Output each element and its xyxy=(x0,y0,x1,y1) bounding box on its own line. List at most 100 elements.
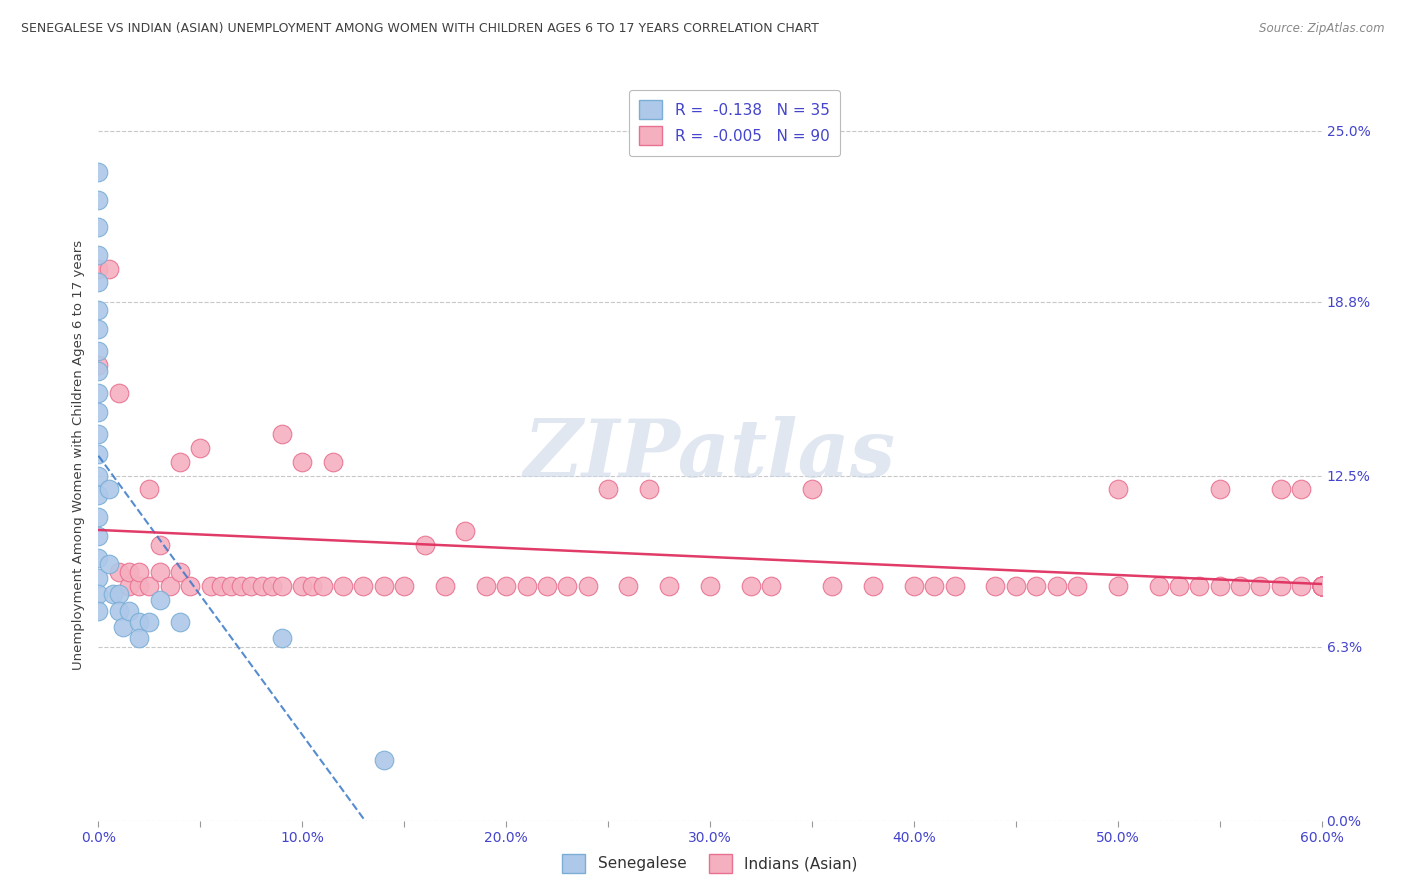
Point xyxy=(373,579,395,593)
Point xyxy=(108,587,131,601)
Point xyxy=(1025,579,1047,593)
Point xyxy=(1291,483,1313,497)
Point xyxy=(1310,579,1333,593)
Point xyxy=(1310,579,1333,593)
Point xyxy=(149,592,172,607)
Point xyxy=(169,566,191,580)
Point xyxy=(322,455,344,469)
Point xyxy=(87,488,110,502)
Point xyxy=(1209,483,1232,497)
Point xyxy=(576,579,599,593)
Point xyxy=(270,632,294,646)
Point xyxy=(128,632,150,646)
Point xyxy=(557,579,579,593)
Point xyxy=(1229,579,1251,593)
Point xyxy=(128,566,150,580)
Point xyxy=(1107,579,1129,593)
Point xyxy=(138,579,160,593)
Point xyxy=(87,358,110,372)
Point xyxy=(312,579,335,593)
Point xyxy=(598,483,620,497)
Point xyxy=(87,551,110,566)
Point xyxy=(87,261,110,276)
Point xyxy=(149,538,172,552)
Point xyxy=(1310,579,1333,593)
Point xyxy=(169,615,191,629)
Point xyxy=(87,193,110,207)
Point xyxy=(87,587,110,601)
Point xyxy=(169,455,191,469)
Point xyxy=(159,579,181,593)
Y-axis label: Unemployment Among Women with Children Ages 6 to 17 years: Unemployment Among Women with Children A… xyxy=(72,240,86,670)
Point xyxy=(658,579,681,593)
Point xyxy=(260,579,283,593)
Point xyxy=(801,483,824,497)
Point xyxy=(638,483,661,497)
Point xyxy=(97,483,120,497)
Point xyxy=(108,385,131,400)
Point xyxy=(373,753,395,767)
Text: Source: ZipAtlas.com: Source: ZipAtlas.com xyxy=(1260,22,1385,36)
Point xyxy=(516,579,538,593)
Point xyxy=(179,579,201,593)
Point xyxy=(108,604,131,618)
Point xyxy=(1107,483,1129,497)
Point xyxy=(1310,579,1333,593)
Point xyxy=(1310,579,1333,593)
Point xyxy=(1310,579,1333,593)
Point xyxy=(332,579,354,593)
Point xyxy=(1066,579,1088,593)
Point xyxy=(536,579,558,593)
Point xyxy=(740,579,762,593)
Point xyxy=(87,571,110,585)
Point xyxy=(240,579,263,593)
Point xyxy=(761,579,783,593)
Point xyxy=(699,579,721,593)
Point xyxy=(97,261,120,276)
Point xyxy=(903,579,925,593)
Point xyxy=(270,579,294,593)
Point xyxy=(1310,579,1333,593)
Point xyxy=(149,566,172,580)
Point xyxy=(101,587,124,601)
Point xyxy=(291,579,314,593)
Legend: Senegalese, Indians (Asian): Senegalese, Indians (Asian) xyxy=(557,848,863,879)
Point xyxy=(434,579,457,593)
Point xyxy=(301,579,323,593)
Point xyxy=(138,483,160,497)
Point xyxy=(118,604,141,618)
Point xyxy=(87,303,110,318)
Point xyxy=(1167,579,1189,593)
Point xyxy=(97,557,120,571)
Point xyxy=(87,427,110,442)
Point xyxy=(1310,579,1333,593)
Point xyxy=(87,165,110,179)
Point xyxy=(617,579,640,593)
Point xyxy=(1310,579,1333,593)
Point xyxy=(111,620,134,634)
Point xyxy=(87,468,110,483)
Point xyxy=(87,364,110,378)
Point xyxy=(250,579,273,593)
Point xyxy=(219,579,242,593)
Point xyxy=(291,455,314,469)
Point xyxy=(1045,579,1069,593)
Point xyxy=(1147,579,1170,593)
Point xyxy=(922,579,945,593)
Point xyxy=(495,579,517,593)
Point xyxy=(87,446,110,460)
Point xyxy=(87,344,110,359)
Point xyxy=(87,248,110,262)
Point xyxy=(128,615,150,629)
Point xyxy=(87,510,110,524)
Point xyxy=(270,427,294,442)
Point xyxy=(1310,579,1333,593)
Point xyxy=(87,322,110,336)
Point xyxy=(1270,579,1292,593)
Point xyxy=(862,579,884,593)
Point xyxy=(1310,579,1333,593)
Text: ZIPatlas: ZIPatlas xyxy=(524,417,896,493)
Point xyxy=(1310,579,1333,593)
Point xyxy=(128,579,150,593)
Point xyxy=(87,385,110,400)
